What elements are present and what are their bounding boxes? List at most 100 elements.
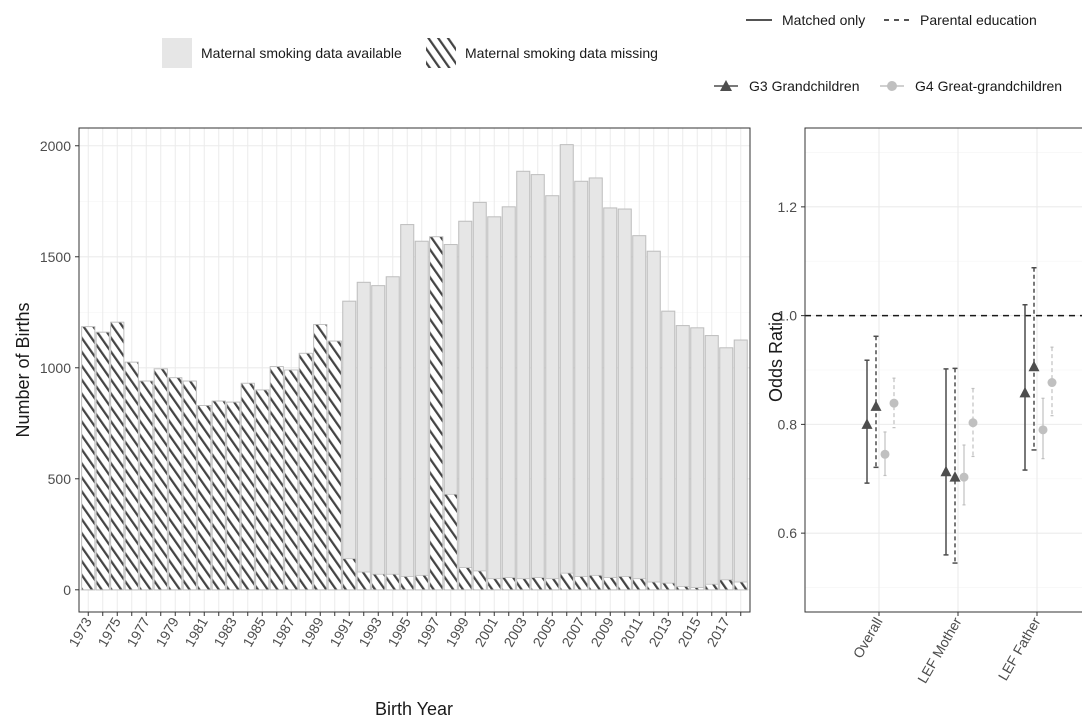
odds-y-axis-title: Odds Ratio — [766, 312, 786, 402]
bar-missing — [603, 577, 618, 591]
bar-missing — [574, 576, 589, 591]
x-tick-label: 1981 — [181, 614, 211, 649]
bar-missing — [139, 380, 154, 591]
bar-missing — [443, 493, 458, 591]
births-y-ticks: 0 500 1000 1500 2000 — [40, 138, 79, 598]
triangle-marker — [870, 400, 882, 411]
bar-missing — [298, 352, 313, 591]
x-tick-label: 1975 — [94, 614, 124, 649]
bar-available — [458, 220, 473, 591]
births-x-ticks: 1973 1975 1977 1979 1981 1983 1985 1987 1989 1991… — [65, 612, 742, 649]
bar-missing — [632, 578, 647, 591]
y-tick-label: 1.0 — [778, 308, 798, 324]
x-tick-label: 1993 — [355, 614, 385, 649]
x-tick-label: 1991 — [326, 614, 356, 649]
bar-missing — [269, 366, 284, 591]
x-tick-label: 1985 — [239, 614, 269, 649]
bar-missing — [559, 572, 574, 591]
x-tick-label: 1979 — [152, 614, 182, 649]
bar-missing — [545, 578, 560, 591]
bar-missing — [617, 576, 632, 591]
x-tick-label: 1983 — [210, 614, 240, 649]
x-tick-label: Overall — [850, 615, 886, 661]
y-tick-label: 1000 — [40, 360, 71, 376]
bar-missing — [429, 236, 444, 591]
bar-available — [675, 325, 690, 591]
y-tick-label: 1.2 — [778, 199, 798, 215]
triangle-marker — [1019, 386, 1031, 398]
bar-missing — [284, 369, 299, 591]
legend-key-available — [162, 38, 192, 68]
bar-missing — [124, 361, 139, 591]
bar-missing — [240, 382, 255, 591]
x-tick-label: LEF Mother — [914, 614, 965, 686]
legend-fill: Maternal smoking data available Maternal… — [162, 38, 658, 68]
y-tick-label: 500 — [48, 471, 72, 487]
legend-label-solid: Matched only — [782, 12, 865, 28]
bar-missing — [646, 581, 661, 591]
bar-missing — [733, 581, 748, 591]
circle-marker — [959, 472, 969, 482]
bar-missing — [110, 321, 125, 591]
x-tick-label: 2003 — [500, 614, 530, 649]
bar-missing — [255, 389, 270, 591]
bar-available — [690, 327, 705, 591]
bar-missing — [414, 574, 429, 591]
bar-available — [603, 207, 618, 591]
bar-missing — [197, 405, 212, 591]
x-tick-label: 1995 — [384, 614, 414, 649]
bar-available — [574, 180, 589, 591]
bar-available — [733, 339, 748, 591]
bar-available — [501, 206, 516, 591]
legend-label-g4: G4 Great-grandchildren — [915, 78, 1062, 94]
bar-missing — [168, 377, 183, 591]
births-x-axis-title: Birth Year — [375, 699, 453, 717]
bar-missing — [342, 558, 357, 591]
y-tick-label: 2000 — [40, 138, 71, 154]
bar-missing — [690, 587, 705, 591]
y-tick-label: 0 — [63, 582, 71, 598]
circle-marker — [1038, 425, 1048, 435]
bar-missing — [487, 578, 502, 591]
x-tick-label: 2011 — [617, 614, 646, 648]
bar-available — [342, 300, 357, 591]
bar-available — [646, 250, 661, 591]
bar-available — [371, 285, 386, 591]
bar-available — [400, 224, 415, 591]
x-tick-label: 1999 — [442, 614, 472, 649]
bar-available — [545, 195, 560, 591]
x-tick-label: 2017 — [703, 614, 733, 649]
bar-available — [661, 310, 676, 591]
bar-missing — [516, 578, 531, 591]
bar-missing — [371, 573, 386, 591]
bar-available — [588, 177, 603, 591]
odds-y-ticks: 0.6 0.8 1.0 1.2 — [778, 199, 805, 541]
x-tick-label: 1987 — [268, 614, 298, 649]
triangle-marker — [940, 465, 952, 477]
legend-label-g3: G3 Grandchildren — [749, 78, 860, 94]
bar-missing — [704, 583, 719, 591]
legend-shape: G3 Grandchildren G4 Great-grandchildren — [714, 78, 1062, 94]
bar-missing — [81, 326, 96, 591]
triangle-marker — [1028, 360, 1040, 372]
bar-available — [632, 235, 647, 591]
odds-panel: 0.6 0.8 1.0 1.2 Overall LEF Mother LEF Father… — [766, 127, 1082, 686]
bar-available — [414, 240, 429, 591]
bar-missing — [675, 586, 690, 591]
circle-marker — [889, 398, 899, 408]
births-panel-border — [78, 127, 751, 613]
births-y-axis-title: Number of Births — [13, 302, 33, 437]
bar-missing — [385, 573, 400, 591]
bar-available — [472, 201, 487, 591]
x-tick-label: 2001 — [471, 614, 501, 649]
bar-missing — [95, 331, 110, 591]
bar-available — [385, 276, 400, 591]
x-tick-label: 1989 — [297, 614, 327, 649]
bar-missing — [211, 400, 226, 591]
triangle-icon — [720, 80, 732, 91]
odds-panel-border — [804, 127, 1082, 613]
bar-available — [617, 208, 632, 591]
bar-missing — [182, 380, 197, 591]
bar-available — [559, 144, 574, 591]
